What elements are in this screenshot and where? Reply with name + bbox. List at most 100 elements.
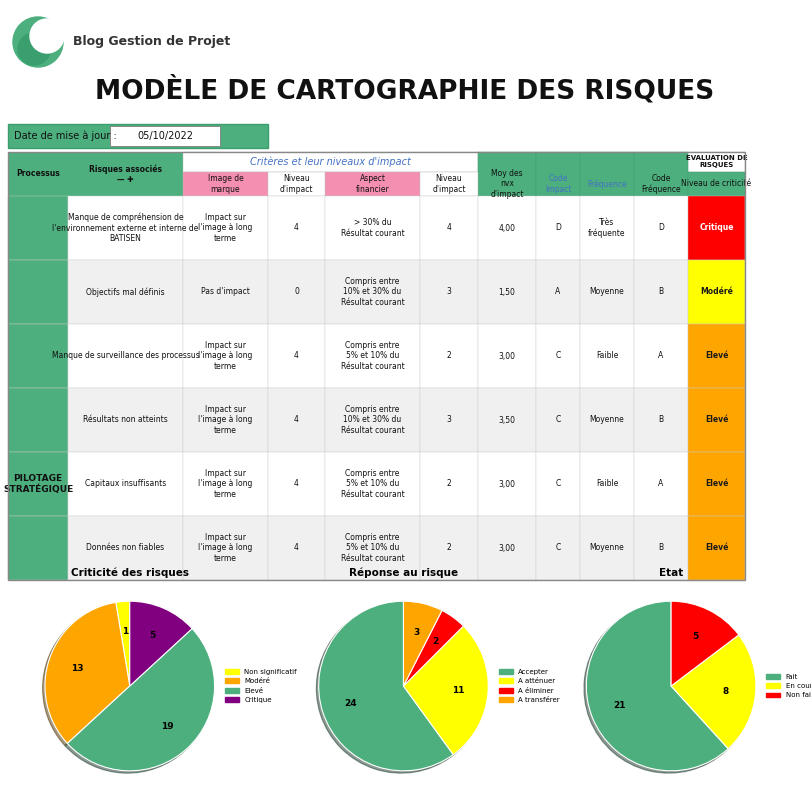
Title: Criticité des risques: Criticité des risques (71, 567, 189, 578)
FancyBboxPatch shape (420, 516, 478, 580)
FancyBboxPatch shape (634, 388, 688, 452)
Wedge shape (672, 635, 756, 749)
Text: Modéré: Modéré (700, 287, 733, 297)
Text: 5: 5 (693, 632, 699, 641)
Title: Etat: Etat (659, 568, 683, 578)
Text: 13: 13 (71, 664, 84, 673)
Text: Moyenne: Moyenne (590, 543, 624, 553)
FancyBboxPatch shape (580, 196, 634, 260)
FancyBboxPatch shape (580, 324, 634, 388)
FancyBboxPatch shape (268, 388, 325, 452)
Text: 4: 4 (294, 415, 299, 425)
FancyBboxPatch shape (325, 516, 420, 580)
Text: Objectifs mal définis: Objectifs mal définis (86, 287, 165, 297)
Text: 4: 4 (294, 223, 299, 233)
Text: B: B (659, 287, 663, 297)
FancyBboxPatch shape (8, 124, 268, 148)
FancyBboxPatch shape (183, 516, 268, 580)
FancyBboxPatch shape (325, 324, 420, 388)
Text: Données non fiables: Données non fiables (87, 543, 165, 553)
Text: Elevé: Elevé (705, 543, 728, 553)
Ellipse shape (13, 17, 63, 67)
Text: Manque de surveillance des processus: Manque de surveillance des processus (52, 351, 200, 361)
Text: B: B (659, 543, 663, 553)
Text: Compris entre
10% et 30% du
Résultat courant: Compris entre 10% et 30% du Résultat cou… (341, 277, 405, 307)
FancyBboxPatch shape (268, 516, 325, 580)
Text: Code
Impact: Code Impact (545, 174, 571, 194)
FancyBboxPatch shape (634, 516, 688, 580)
FancyBboxPatch shape (183, 388, 268, 452)
Text: 0: 0 (294, 287, 299, 297)
FancyBboxPatch shape (183, 172, 268, 196)
Text: Elevé: Elevé (705, 351, 728, 361)
FancyBboxPatch shape (478, 388, 536, 452)
Wedge shape (586, 602, 728, 770)
Wedge shape (403, 626, 488, 754)
FancyBboxPatch shape (8, 196, 68, 260)
FancyBboxPatch shape (580, 452, 634, 516)
Text: 3,00: 3,00 (499, 479, 516, 489)
FancyBboxPatch shape (536, 324, 580, 388)
FancyBboxPatch shape (634, 152, 688, 196)
Text: Niveau de criticité: Niveau de criticité (681, 179, 752, 189)
Text: C: C (556, 543, 560, 553)
FancyBboxPatch shape (420, 260, 478, 324)
Text: 4: 4 (294, 479, 299, 489)
Text: Capitaux insuffisants: Capitaux insuffisants (85, 479, 166, 489)
FancyBboxPatch shape (325, 260, 420, 324)
Text: C: C (556, 479, 560, 489)
Text: 3: 3 (447, 415, 452, 425)
Text: Elevé: Elevé (705, 415, 728, 425)
FancyBboxPatch shape (183, 260, 268, 324)
Ellipse shape (30, 19, 64, 53)
Text: 05/10/2022: 05/10/2022 (137, 131, 193, 141)
Wedge shape (319, 602, 453, 770)
Title: Réponse au risque: Réponse au risque (349, 567, 458, 578)
Text: D: D (658, 223, 664, 233)
FancyBboxPatch shape (68, 388, 183, 452)
FancyBboxPatch shape (68, 516, 183, 580)
Wedge shape (130, 602, 192, 686)
FancyBboxPatch shape (688, 516, 745, 580)
Text: Aspect
financier: Aspect financier (356, 174, 389, 194)
FancyBboxPatch shape (688, 196, 745, 260)
FancyBboxPatch shape (688, 388, 745, 452)
Text: Pas d'impact: Pas d'impact (201, 287, 250, 297)
Text: 8: 8 (723, 686, 729, 695)
Text: Impact sur
l'image à long
terme: Impact sur l'image à long terme (199, 213, 253, 243)
Text: 5: 5 (148, 631, 155, 640)
FancyBboxPatch shape (478, 516, 536, 580)
Text: Faible: Faible (596, 351, 618, 361)
FancyBboxPatch shape (8, 260, 68, 324)
FancyBboxPatch shape (420, 452, 478, 516)
FancyBboxPatch shape (580, 388, 634, 452)
FancyBboxPatch shape (8, 388, 68, 452)
FancyBboxPatch shape (478, 260, 536, 324)
Text: 3,00: 3,00 (499, 351, 516, 361)
FancyBboxPatch shape (8, 324, 68, 388)
Text: B: B (659, 415, 663, 425)
FancyBboxPatch shape (634, 324, 688, 388)
Text: Impact sur
l'image à long
terme: Impact sur l'image à long terme (199, 469, 253, 499)
Text: 4: 4 (447, 223, 452, 233)
Text: Moyenne: Moyenne (590, 415, 624, 425)
Text: 11: 11 (453, 686, 465, 695)
Text: A: A (659, 479, 663, 489)
FancyBboxPatch shape (420, 388, 478, 452)
FancyBboxPatch shape (183, 324, 268, 388)
FancyBboxPatch shape (580, 516, 634, 580)
Text: Impact sur
l'image à long
terme: Impact sur l'image à long terme (199, 405, 253, 435)
Text: Niveau
d'impact: Niveau d'impact (432, 174, 466, 194)
FancyBboxPatch shape (478, 452, 536, 516)
FancyBboxPatch shape (183, 152, 478, 172)
Text: Impact sur
l'image à long
terme: Impact sur l'image à long terme (199, 341, 253, 371)
Text: 2: 2 (447, 351, 452, 361)
Text: C: C (556, 351, 560, 361)
Text: 1: 1 (122, 626, 128, 635)
FancyBboxPatch shape (688, 452, 745, 516)
FancyBboxPatch shape (634, 452, 688, 516)
Text: Risques associés
— ✚: Risques associés — ✚ (89, 164, 162, 184)
FancyBboxPatch shape (688, 260, 745, 324)
FancyBboxPatch shape (688, 152, 745, 172)
Text: 1,50: 1,50 (499, 287, 516, 297)
